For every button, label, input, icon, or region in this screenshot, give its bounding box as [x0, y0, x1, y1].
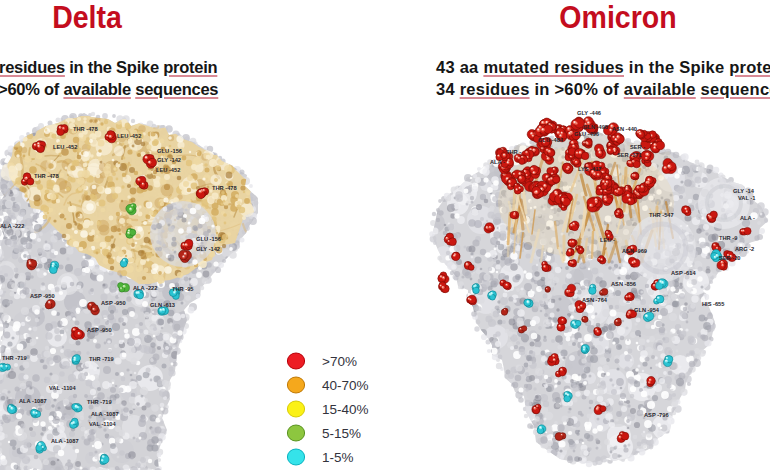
- svg-text:ALA -222: ALA -222: [133, 285, 157, 291]
- svg-text:LEU -452: LEU -452: [156, 167, 180, 173]
- svg-text:THR -719: THR -719: [2, 355, 27, 361]
- svg-text:GLU -496: GLU -496: [574, 131, 599, 137]
- svg-text:ASP -950: ASP -950: [30, 293, 55, 299]
- svg-text:GLU -484: GLU -484: [538, 137, 564, 143]
- svg-text:GLN -954: GLN -954: [634, 307, 660, 313]
- svg-text:GLY -446: GLY -446: [577, 110, 601, 116]
- svg-text:ASN -856: ASN -856: [611, 281, 636, 287]
- svg-text:THR -95: THR -95: [172, 286, 194, 292]
- svg-text:SER -371: SER -371: [617, 152, 642, 158]
- svg-text:THR -719: THR -719: [89, 356, 114, 362]
- svg-text:40-70%: 40-70%: [322, 378, 369, 393]
- svg-text:GLN -498: GLN -498: [583, 124, 608, 130]
- svg-text:THR -478: THR -478: [34, 173, 59, 179]
- svg-text:ASN -969: ASN -969: [622, 248, 647, 254]
- svg-text:GLY -142: GLY -142: [196, 246, 220, 252]
- svg-text:GLU -156: GLU -156: [196, 236, 221, 242]
- svg-text:THR -547: THR -547: [649, 212, 674, 218]
- svg-text:ALA -: ALA -: [740, 215, 755, 221]
- svg-text:VAL -1: VAL -1: [738, 195, 756, 201]
- svg-text:LYS -417: LYS -417: [578, 166, 602, 172]
- svg-text:ASP -950: ASP -950: [87, 327, 112, 333]
- svg-text:LEU -452: LEU -452: [117, 133, 141, 139]
- svg-text:THR -478: THR -478: [73, 126, 98, 132]
- svg-text:VAL -1104: VAL -1104: [89, 421, 116, 427]
- svg-text:LEU -452: LEU -452: [53, 144, 77, 150]
- svg-text:HIS -655: HIS -655: [702, 301, 724, 307]
- svg-text:ALA -222: ALA -222: [0, 223, 24, 229]
- svg-text:ALA -1087: ALA -1087: [51, 438, 79, 444]
- svg-text:15-40%: 15-40%: [322, 402, 369, 417]
- svg-text:>70%: >70%: [322, 354, 357, 369]
- svg-text:THR -9: THR -9: [719, 235, 737, 241]
- svg-text:THR -478: THR -478: [212, 185, 237, 191]
- svg-text:ASP -614: ASP -614: [671, 270, 696, 276]
- svg-text:ALA -1087: ALA -1087: [91, 411, 119, 417]
- svg-text:5-15%: 5-15%: [322, 426, 361, 441]
- svg-text:GLY -142: GLY -142: [157, 157, 181, 163]
- svg-text:ASN -764: ASN -764: [582, 297, 608, 303]
- svg-text:ASP -950: ASP -950: [101, 300, 126, 306]
- svg-text:LEU -: LEU -: [600, 237, 615, 243]
- svg-text:GLU -156: GLU -156: [157, 148, 182, 154]
- svg-text:GLY -14: GLY -14: [733, 188, 755, 194]
- svg-text:GLN -613: GLN -613: [150, 302, 175, 308]
- svg-text:SER -: SER -: [630, 144, 645, 150]
- svg-text:ASP -796: ASP -796: [644, 412, 669, 418]
- svg-text:ASN -440: ASN -440: [612, 126, 637, 132]
- svg-text:VAL -1104: VAL -1104: [49, 385, 76, 391]
- svg-text:THR -719: THR -719: [87, 399, 112, 405]
- svg-text:ARG -2: ARG -2: [735, 246, 754, 252]
- svg-text:SER -20: SER -20: [719, 255, 741, 261]
- svg-text:1-5%: 1-5%: [322, 450, 354, 465]
- svg-text:THR -: THR -: [506, 149, 521, 155]
- svg-text:ALA -1087: ALA -1087: [19, 398, 47, 404]
- svg-text:ALA -: ALA -: [490, 159, 505, 165]
